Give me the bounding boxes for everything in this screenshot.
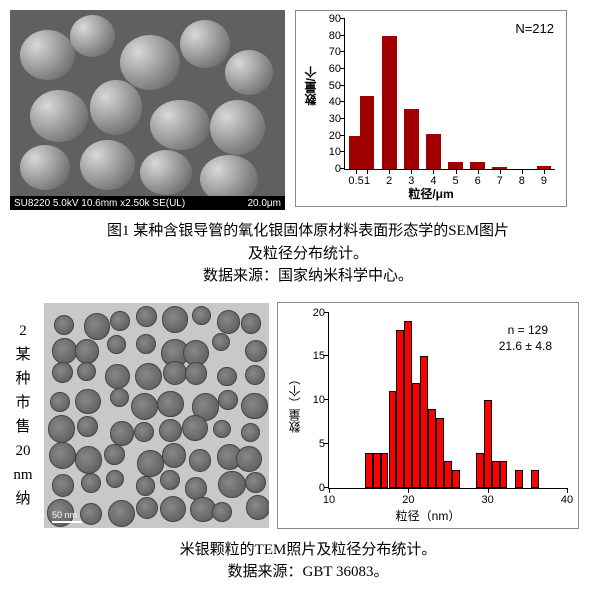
sem-info-left: SU8220 5.0kV 10.6mm x2.50k SE(UL) (14, 198, 185, 209)
fig2-ytick: 10 (313, 394, 329, 406)
fig1-bar (448, 162, 463, 169)
fig2-bar (420, 356, 428, 487)
fig1-bar (537, 166, 552, 169)
fig2-caption-l1: 米银颗粒的TEM照片及粒径分布统计。 (180, 542, 437, 558)
fig2-bar (436, 418, 444, 488)
fig2-side-text: 2 某种市售20 nm 纳 (10, 319, 36, 511)
fig2-bar (452, 470, 460, 488)
sem-info-bar: SU8220 5.0kV 10.6mm x2.50k SE(UL) 20.0μm (10, 196, 285, 210)
fig2-xtick: 30 (482, 494, 494, 506)
fig2-bar (476, 453, 484, 488)
fig2-bar (381, 453, 389, 488)
fig1-ytick: 0 (335, 163, 345, 175)
fig1-bar (404, 109, 419, 169)
fig1-xtick: 0.5 (348, 175, 363, 187)
fig2-caption: 米银颗粒的TEM照片及粒径分布统计。 数据来源：GBT 36083。 (10, 539, 606, 584)
fig2-xtick: 40 (561, 494, 573, 506)
fig2-mean-annot: 21.6 ± 4.8 (499, 339, 552, 353)
fig2-caption-l2: 数据来源：GBT 36083。 (228, 564, 389, 580)
fig1-ytick: 90 (329, 13, 345, 25)
fig2-ytick: 20 (313, 307, 329, 319)
fig2-xtick: 10 (323, 494, 335, 506)
fig2-bar (492, 461, 500, 487)
fig1-caption-l3: 数据来源：国家纳米科学中心。 (203, 268, 413, 284)
fig2-bar (365, 453, 373, 488)
fig1-xlabel: 粒径/μm (408, 185, 453, 202)
fig2-bar (531, 470, 539, 488)
fig1-xtick: 7 (497, 175, 503, 187)
fig1-ytick: 20 (329, 130, 345, 142)
fig2-bar (484, 400, 492, 488)
tem-scale-label: 50 nm (52, 510, 77, 520)
fig1-ytick: 80 (329, 30, 345, 42)
fig1-caption-l2: 及粒径分布统计。 (248, 246, 368, 262)
fig2-ytick: 0 (319, 482, 329, 494)
fig2-histogram: 数量（个） 0 5 10 15 20 10 20 30 40 粒径（nm） n = 129 21… (277, 302, 579, 529)
fig1-bar (492, 167, 507, 169)
fig1-ytick: 30 (329, 113, 345, 125)
figure-1-row: SU8220 5.0kV 10.6mm x2.50k SE(UL) 20.0μm… (10, 10, 606, 210)
fig1-ytick: 70 (329, 46, 345, 58)
fig2-bar (396, 330, 404, 488)
fig2-n-annot: n = 129 (508, 323, 548, 337)
fig2-bar (404, 321, 412, 487)
fig1-caption: 图1 某种含银导管的氧化银固体原材料表面形态学的SEM图片 及粒径分布统计。 数… (10, 220, 606, 288)
fig1-bar (360, 96, 375, 169)
fig1-ytick: 40 (329, 96, 345, 108)
fig1-ytick: 50 (329, 80, 345, 92)
fig1-caption-l1: 图1 某种含银导管的氧化银固体原材料表面形态学的SEM图片 (107, 223, 509, 239)
fig2-xtick: 20 (402, 494, 414, 506)
fig2-bar (373, 453, 381, 488)
fig2-bar (500, 461, 508, 487)
fig2-bar (412, 383, 420, 488)
fig2-bar (428, 409, 436, 488)
fig1-xtick: 8 (519, 175, 525, 187)
fig1-xtick: 6 (475, 175, 481, 187)
fig1-bar (382, 36, 397, 169)
fig1-ytick: 60 (329, 63, 345, 75)
fig2-ytick: 15 (313, 350, 329, 362)
fig2-ylabel: 数量（个） (286, 373, 303, 433)
fig1-xtick: 1 (364, 175, 370, 187)
fig2-bar (389, 391, 397, 487)
fig1-xtick: 9 (541, 175, 547, 187)
fig2-xlabel: 粒径（nm） (396, 507, 461, 524)
fig1-bar (426, 134, 441, 169)
figure-2-row: 2 某种市售20 nm 纳 50 nm 数量（个） 0 5 10 15 20 10 20 30… (10, 302, 606, 529)
sem-image: SU8220 5.0kV 10.6mm x2.50k SE(UL) 20.0μm (10, 10, 285, 210)
fig1-xtick: 2 (386, 175, 392, 187)
tem-image: 50 nm (44, 303, 269, 528)
fig1-ylabel: 数量/个 (302, 66, 319, 105)
fig1-bar (470, 162, 485, 169)
sem-info-right: 20.0μm (247, 198, 281, 209)
fig1-ytick: 10 (329, 146, 345, 158)
fig1-n-annot: N=212 (515, 21, 554, 36)
fig2-bar (515, 470, 523, 488)
fig1-histogram: 数量/个 01020304050607080900.5123456789 粒径/… (295, 10, 567, 207)
fig2-bar (444, 461, 452, 487)
fig2-ytick: 5 (319, 438, 329, 450)
